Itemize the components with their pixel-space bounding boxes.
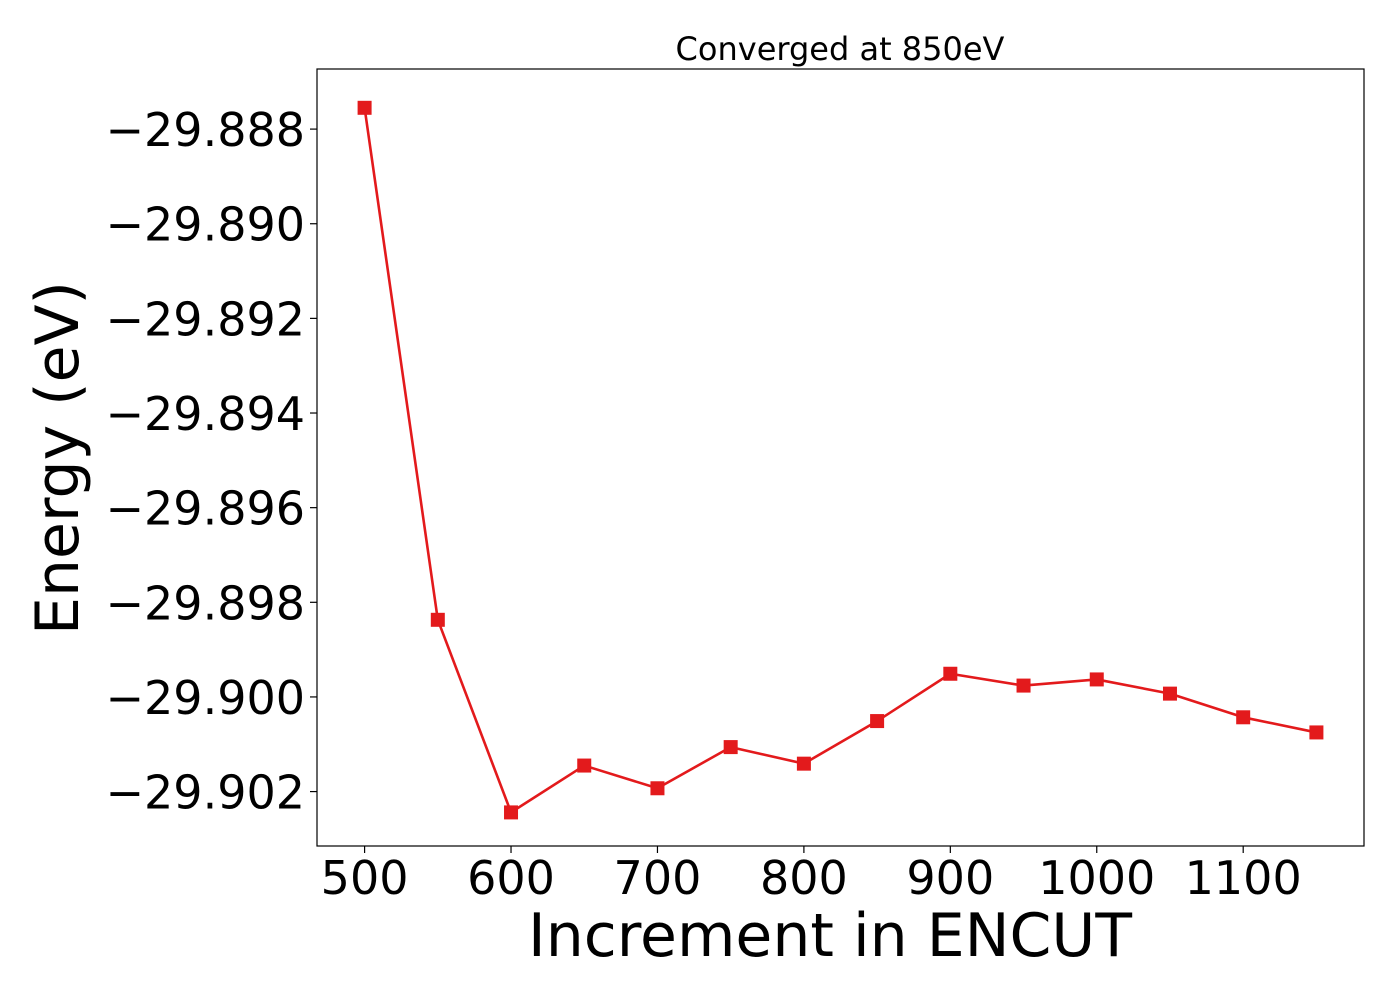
data-point bbox=[357, 100, 372, 115]
data-point bbox=[577, 758, 592, 773]
data-point bbox=[1309, 725, 1324, 740]
series-line bbox=[363, 107, 1317, 814]
chart-title: Converged at 850eV bbox=[676, 30, 1005, 68]
data-point bbox=[1016, 678, 1031, 693]
y-tick-label: −29.896 bbox=[106, 482, 306, 536]
y-axis: −29.888 −29.890 −29.892 −29.894 −29.896 −29.8… bbox=[106, 103, 317, 820]
data-point bbox=[943, 666, 958, 681]
x-tick-label: 900 bbox=[906, 851, 994, 905]
x-tick-label: 1000 bbox=[1038, 851, 1155, 905]
y-tick-label: −29.894 bbox=[106, 387, 306, 441]
y-axis-label: Energy (eV) bbox=[23, 281, 93, 635]
series-layer bbox=[357, 100, 1324, 820]
data-point bbox=[1236, 710, 1251, 725]
y-tick-label: −29.898 bbox=[106, 576, 306, 630]
data-point bbox=[723, 740, 738, 755]
data-point bbox=[650, 781, 665, 796]
x-tick-label: 700 bbox=[614, 851, 702, 905]
x-tick-label: 1100 bbox=[1185, 851, 1302, 905]
x-tick-label: 600 bbox=[467, 851, 555, 905]
plot-frame bbox=[316, 68, 1365, 847]
data-point bbox=[1089, 672, 1104, 687]
data-point bbox=[796, 756, 811, 771]
data-point bbox=[870, 714, 885, 729]
y-tick-label: −29.902 bbox=[106, 766, 306, 820]
data-point bbox=[430, 612, 445, 627]
x-tick-label: 800 bbox=[760, 851, 848, 905]
data-point bbox=[504, 805, 519, 820]
y-tick-label: −29.890 bbox=[106, 198, 306, 252]
y-tick-label: −29.888 bbox=[106, 103, 306, 157]
y-tick-label: −29.900 bbox=[106, 671, 306, 725]
x-axis-label: Increment in ENCUT bbox=[528, 901, 1132, 971]
y-tick-label: −29.892 bbox=[106, 292, 306, 346]
x-axis: 500 600 700 800 900 1000 1100 bbox=[321, 846, 1302, 905]
data-point bbox=[1162, 686, 1177, 701]
x-tick-label: 500 bbox=[321, 851, 409, 905]
